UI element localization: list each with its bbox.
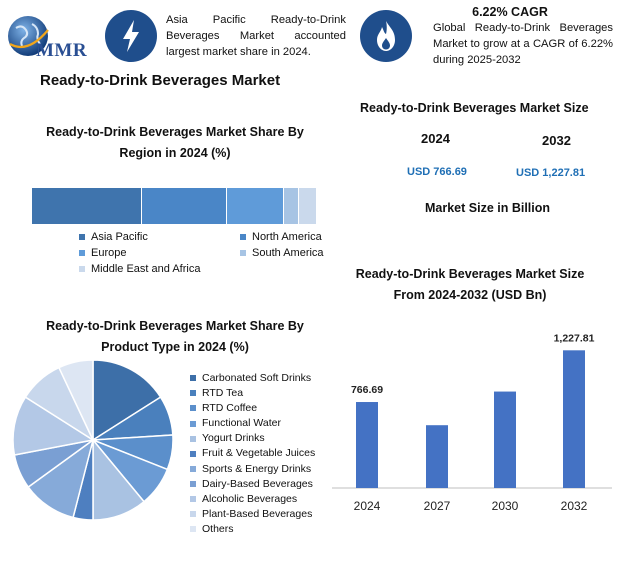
product-chart-title: Ready-to-Drink Beverages Market Share By… xyxy=(46,319,304,354)
bar-data-label: 766.69 xyxy=(351,384,383,396)
product-legend-item: RTD Tea xyxy=(190,386,315,401)
region-legend-label: Europe xyxy=(91,247,127,259)
region-segment-south-america xyxy=(284,188,300,224)
product-legend-item: Dairy-Based Beverages xyxy=(190,477,315,492)
bar-2030 xyxy=(494,391,516,488)
page-title: Ready-to-Drink Beverages Market xyxy=(40,72,281,89)
product-legend-label: Alcoholic Beverages xyxy=(202,492,298,505)
market-size-title: Ready-to-Drink Beverages Market Size xyxy=(360,101,589,115)
region-segment-europe xyxy=(227,188,285,224)
product-legend-item: RTD Coffee xyxy=(190,401,315,416)
pie-slice-others xyxy=(57,359,94,441)
region-chart-title: Ready-to-Drink Beverages Market Share By… xyxy=(46,125,304,160)
pie-slice-carbonated-soft-drinks xyxy=(92,359,162,442)
legend-swatch xyxy=(190,405,196,412)
region-segment-middle-east-and-africa xyxy=(299,188,317,224)
product-legend-item: Others xyxy=(190,522,315,537)
legend-swatch xyxy=(79,250,85,257)
x-tick-label: 2032 xyxy=(561,499,588,513)
product-legend-label: Sports & Energy Drinks xyxy=(202,462,312,475)
x-tick-label: 2027 xyxy=(424,499,451,513)
bar-2027 xyxy=(426,425,448,488)
market-size-bar-chart: 2024 766.69 2027 2030 2032 1,227.81 xyxy=(332,332,612,513)
product-legend-item: Plant-Based Beverages xyxy=(190,507,315,522)
lightning-bolt-icon xyxy=(123,20,139,52)
product-legend-label: Yogurt Drinks xyxy=(202,432,265,445)
product-legend-label: Others xyxy=(202,522,234,535)
legend-swatch xyxy=(79,266,85,273)
region-legend-item: South America xyxy=(240,247,324,259)
product-legend-label: Dairy-Based Beverages xyxy=(202,477,313,490)
product-legend-item: Sports & Energy Drinks xyxy=(190,462,315,477)
legend-swatch xyxy=(240,234,246,241)
cagr-text: Global Ready-to-Drink Beverages Market t… xyxy=(433,22,613,66)
region-legend-label: Asia Pacific xyxy=(91,231,148,243)
region-legend-item: North America xyxy=(240,231,322,243)
region-segment-north-america xyxy=(142,188,228,224)
legend-swatch xyxy=(190,495,196,502)
flame-icon xyxy=(377,21,395,51)
legend-swatch xyxy=(79,234,85,241)
legend-swatch xyxy=(190,390,196,397)
product-legend: Carbonated Soft Drinks RTD Tea RTD Coffee F… xyxy=(190,371,315,537)
legend-swatch xyxy=(190,511,196,518)
product-legend-item: Yogurt Drinks xyxy=(190,431,315,446)
legend-swatch xyxy=(190,465,196,472)
x-tick-label: 2030 xyxy=(492,499,519,513)
product-legend-item: Alcoholic Beverages xyxy=(190,492,315,507)
market-size-year-2024: 2024 xyxy=(421,131,450,146)
product-legend-label: Carbonated Soft Drinks xyxy=(202,372,312,384)
legend-swatch xyxy=(240,250,246,257)
legend-swatch xyxy=(190,435,196,442)
cagr-title: 6.22% CAGR xyxy=(472,5,548,19)
region-legend-label: South America xyxy=(252,247,324,259)
x-tick-label: 2024 xyxy=(354,499,381,513)
flame-icon-badge xyxy=(360,10,412,62)
region-legend-label: Middle East and Africa xyxy=(91,263,201,275)
market-size-value-2024: USD 766.69 xyxy=(407,166,467,178)
product-legend-item: Fruit & Vegetable Juices xyxy=(190,446,315,461)
market-size-caption: Market Size in Billion xyxy=(425,201,551,215)
product-legend-label: Plant-Based Beverages xyxy=(202,507,313,520)
legend-swatch xyxy=(190,526,196,533)
region-legend-item: Middle East and Africa xyxy=(79,263,200,275)
product-legend-item: Functional Water xyxy=(190,416,315,431)
bar-data-label: 1,227.81 xyxy=(554,332,595,344)
mmr-logo: MMR xyxy=(6,12,101,62)
region-legend-item: Europe xyxy=(79,247,126,259)
product-legend-label: RTD Coffee xyxy=(202,402,258,415)
market-size-value-2032: USD 1,227.81 xyxy=(516,167,586,179)
legend-swatch xyxy=(190,480,196,487)
legend-swatch xyxy=(190,450,196,457)
region-legend-item: Asia Pacific xyxy=(79,231,148,243)
size-chart-title: Ready-to-Drink Beverages Market Size Fro… xyxy=(355,267,585,302)
lightning-icon-badge xyxy=(105,10,157,62)
region-segment-asia-pacific xyxy=(32,188,143,224)
product-legend-item: Carbonated Soft Drinks xyxy=(190,371,315,386)
legend-swatch xyxy=(190,375,196,382)
market-size-year-2032: 2032 xyxy=(542,133,571,148)
product-type-pie xyxy=(12,359,174,521)
bar-2024 xyxy=(356,402,378,488)
region-stacked-bar xyxy=(32,188,317,224)
logo-text: MMR xyxy=(36,40,88,61)
product-legend-label: RTD Tea xyxy=(202,387,244,400)
product-legend-label: Functional Water xyxy=(202,417,281,430)
region-legend-label: North America xyxy=(252,231,322,243)
bar-2032 xyxy=(563,350,585,488)
fact-asia-pacific: Asia Pacific Ready-to-Drink Beverages Ma… xyxy=(166,14,346,58)
globe-icon xyxy=(8,16,49,56)
pie-slice-alcoholic-beverages xyxy=(12,396,96,456)
legend-swatch xyxy=(190,420,196,427)
product-legend-label: Fruit & Vegetable Juices xyxy=(202,447,316,460)
